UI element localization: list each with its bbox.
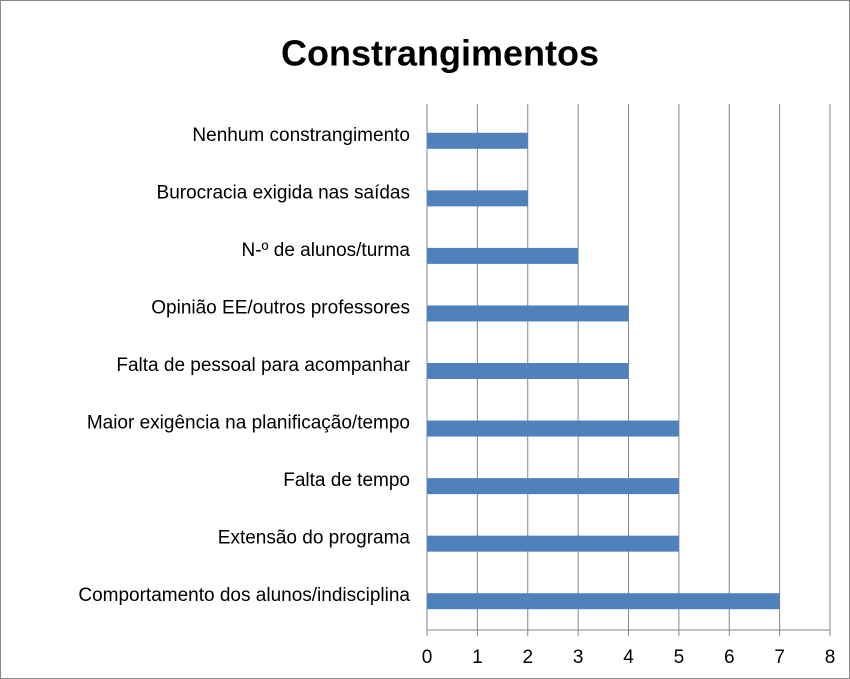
bar [427,305,629,322]
x-tick-label: 8 [825,647,836,668]
bar [427,190,528,207]
y-tick-label: Comportamento dos alunos/indisciplina [78,585,410,606]
bar [427,132,528,149]
x-tick-label: 5 [674,647,685,668]
bar [427,420,679,437]
x-tick-label: 0 [422,647,433,668]
bar [427,593,780,610]
bar [427,247,579,264]
chart-title: Constrangimentos [281,33,599,74]
y-tick-label: N-º de alunos/turma [241,240,410,261]
bar [427,535,679,552]
y-tick-label: Falta de pessoal para acompanhar [116,355,410,376]
y-tick-label: Maior exigência na planificação/tempo [87,413,410,434]
y-tick-label: Opinião EE/outros professores [151,297,410,318]
x-tick-label: 6 [724,647,735,668]
y-tick-label: Falta de tempo [283,470,410,491]
x-tick-label: 7 [774,647,785,668]
x-tick-label: 3 [573,647,584,668]
y-tick-label: Burocracia exigida nas saídas [157,182,410,203]
y-tick-label: Nenhum constrangimento [192,125,410,146]
bar [427,478,679,495]
x-tick-label: 1 [472,647,483,668]
x-tick-label: 4 [623,647,634,668]
y-tick-label: Extensão do programa [218,528,411,549]
bar [427,363,629,379]
x-tick-label: 2 [522,647,533,668]
